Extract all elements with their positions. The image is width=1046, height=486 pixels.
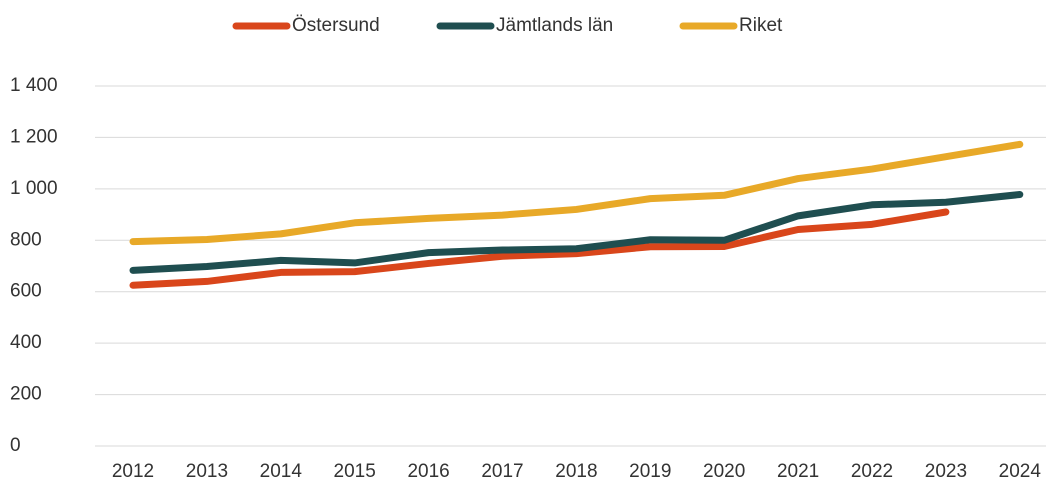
x-tick-label: 2024 [999, 461, 1042, 482]
legend-label: Östersund [292, 15, 380, 36]
y-tick-label: 400 [10, 332, 42, 353]
x-tick-label: 2021 [777, 461, 819, 482]
legend-label: Jämtlands län [496, 15, 613, 36]
y-tick-label: 200 [10, 384, 42, 405]
legend-label: Riket [739, 15, 783, 36]
y-tick-label: 1 200 [10, 126, 58, 147]
x-tick-label: 2012 [112, 461, 154, 482]
y-tick-label: 1 000 [10, 178, 58, 199]
x-tick-label: 2016 [407, 461, 449, 482]
x-tick-label: 2015 [334, 461, 376, 482]
y-tick-label: 0 [10, 435, 21, 456]
y-tick-label: 600 [10, 281, 42, 302]
x-tick-label: 2019 [629, 461, 671, 482]
x-tick-label: 2017 [481, 461, 523, 482]
series-line [129, 208, 950, 289]
x-tick-label: 2023 [925, 461, 967, 482]
x-tick-label: 2020 [703, 461, 745, 482]
series-line [129, 140, 1024, 246]
series-line [129, 191, 1024, 274]
x-tick-label: 2018 [555, 461, 597, 482]
y-tick-label: 1 400 [10, 75, 58, 96]
x-tick-label: 2013 [186, 461, 228, 482]
x-tick-label: 2022 [851, 461, 893, 482]
x-tick-label: 2014 [260, 461, 303, 482]
y-tick-label: 800 [10, 229, 42, 250]
